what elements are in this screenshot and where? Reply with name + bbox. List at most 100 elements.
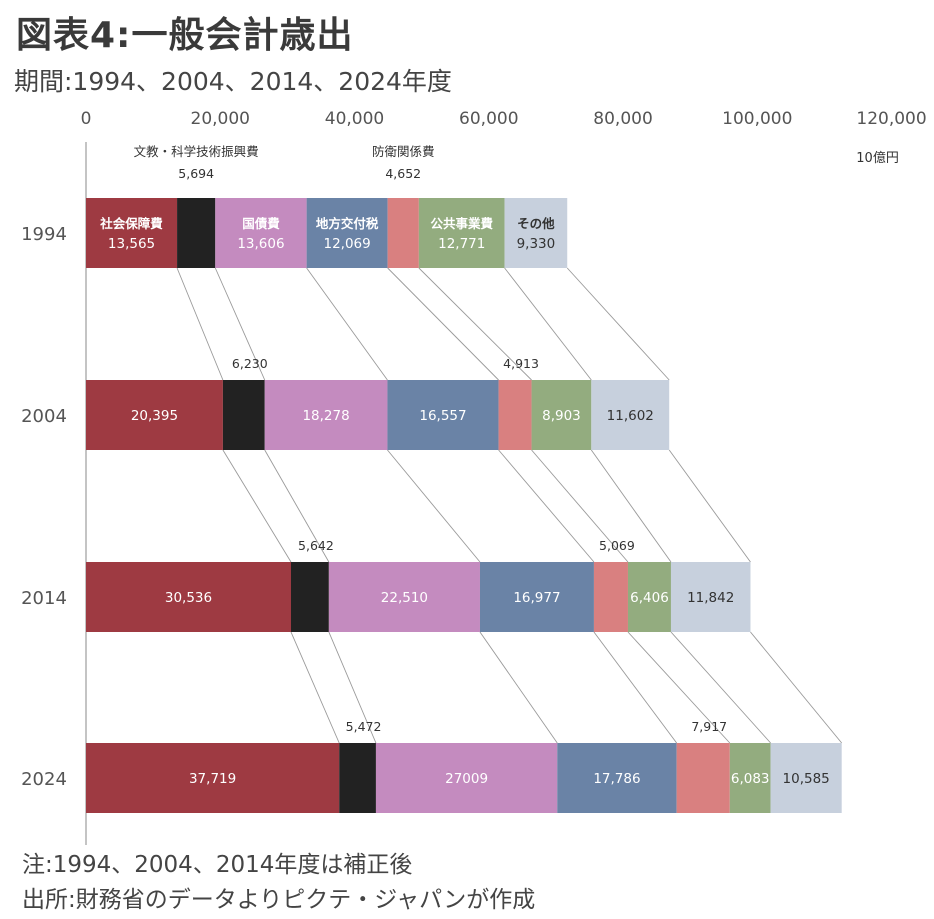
bar-segment	[177, 198, 216, 268]
series-name-label: 防衛関係費	[372, 144, 435, 159]
data-label: 16,977	[513, 590, 560, 606]
connector-line	[670, 631, 771, 744]
connector-line	[566, 267, 670, 381]
data-label: 37,719	[189, 771, 236, 787]
data-label: 11,842	[687, 590, 734, 606]
data-label: 9,330	[517, 236, 556, 252]
bar-segment	[479, 562, 594, 632]
data-label: 13,606	[237, 236, 284, 252]
data-label: 20,395	[131, 408, 178, 424]
bar-segment	[222, 380, 265, 450]
x-tick-label: 100,000	[722, 109, 792, 129]
data-label: 10,585	[783, 771, 830, 787]
connector-line	[387, 267, 499, 381]
series-name-label: 社会保障費	[99, 216, 163, 231]
connector-line	[531, 449, 629, 563]
data-label: 12,771	[438, 236, 485, 252]
x-tick-label: 40,000	[325, 109, 384, 129]
bar-segment	[86, 562, 291, 632]
data-label: 4,913	[503, 356, 539, 371]
data-label: 17,786	[593, 771, 640, 787]
connector-line	[222, 449, 292, 563]
bar-segment	[306, 198, 388, 268]
bar-segment	[593, 562, 628, 632]
data-label: 5,472	[346, 719, 382, 734]
bar-segment	[290, 562, 329, 632]
bar-segment	[770, 743, 842, 813]
source-note: 出所:財務省のデータよりピクテ・ジャパンが作成	[22, 887, 536, 913]
bar-segment	[387, 380, 499, 450]
bar-segment	[86, 198, 178, 268]
bar-segment	[328, 562, 480, 632]
series-name-label: 国債費	[242, 216, 280, 231]
series-name-label: その他	[517, 216, 555, 231]
category-label: 2024	[21, 769, 67, 790]
bar-segment	[729, 743, 771, 813]
bar-segment	[86, 380, 223, 450]
bar-segment	[264, 380, 388, 450]
data-label: 16,557	[419, 408, 466, 424]
connector-line	[750, 631, 843, 744]
connector-line	[590, 449, 672, 563]
data-label: 6,083	[731, 771, 770, 787]
category-label: 2014	[21, 588, 67, 609]
data-label: 5,642	[298, 538, 334, 553]
series-name-label: 文教・科学技術振興費	[134, 144, 259, 159]
chart-title: 図表4:一般会計歳出	[16, 15, 354, 56]
x-tick-label: 120,000	[856, 109, 926, 129]
x-tick-label: 80,000	[593, 109, 652, 129]
bar-segment	[339, 743, 376, 813]
bar-segment	[670, 562, 751, 632]
x-tick-label: 60,000	[459, 109, 518, 129]
data-label: 7,917	[691, 719, 727, 734]
data-label: 11,602	[607, 408, 654, 424]
bar-segment	[591, 380, 670, 450]
bar-segment	[375, 743, 558, 813]
bar-segment	[498, 380, 532, 450]
connector-line	[176, 267, 224, 381]
bar-segment	[86, 743, 340, 813]
connector-line	[593, 631, 678, 744]
data-label: 6,230	[232, 356, 268, 371]
chart-subtitle: 期間:1994、2004、2014、2024年度	[14, 67, 452, 96]
category-label: 1994	[21, 224, 67, 245]
connector-line	[418, 267, 532, 381]
bar-segment	[557, 743, 677, 813]
x-tick-label: 20,000	[191, 109, 250, 129]
bar-segment	[531, 380, 592, 450]
category-label: 2004	[21, 406, 67, 427]
connector-line	[306, 267, 388, 381]
data-label: 6,406	[630, 590, 669, 606]
connector-line	[387, 449, 481, 563]
data-label: 13,565	[108, 236, 155, 252]
connector-line	[328, 631, 377, 744]
data-label: 5,694	[178, 166, 214, 181]
footnote: 注:1994、2004、2014年度は補正後	[22, 852, 413, 878]
bar-segment	[418, 198, 505, 268]
bar-segment	[387, 198, 419, 268]
bar-segment	[676, 743, 730, 813]
series-name-label: 地方交付税	[316, 216, 379, 231]
connector-line	[479, 631, 558, 744]
series-name-label: 公共事業費	[430, 216, 493, 231]
connector-line	[264, 449, 330, 563]
data-label: 30,536	[165, 590, 212, 606]
connector-line	[627, 631, 731, 744]
bar-segment	[215, 198, 307, 268]
connector-line	[498, 449, 595, 563]
data-label: 22,510	[381, 590, 428, 606]
connector-line	[504, 267, 592, 381]
data-label: 8,903	[542, 408, 581, 424]
data-label: 18,278	[302, 408, 349, 424]
connector-line	[214, 267, 266, 381]
connector-line	[290, 631, 340, 744]
data-label: 5,069	[599, 538, 635, 553]
connector-line	[668, 449, 751, 563]
x-tick-label: 0	[81, 109, 92, 129]
bar-segment	[504, 198, 568, 268]
bar-segment	[627, 562, 671, 632]
data-label: 4,652	[385, 166, 421, 181]
data-label: 12,069	[324, 236, 371, 252]
unit-label: 10億円	[856, 150, 899, 166]
